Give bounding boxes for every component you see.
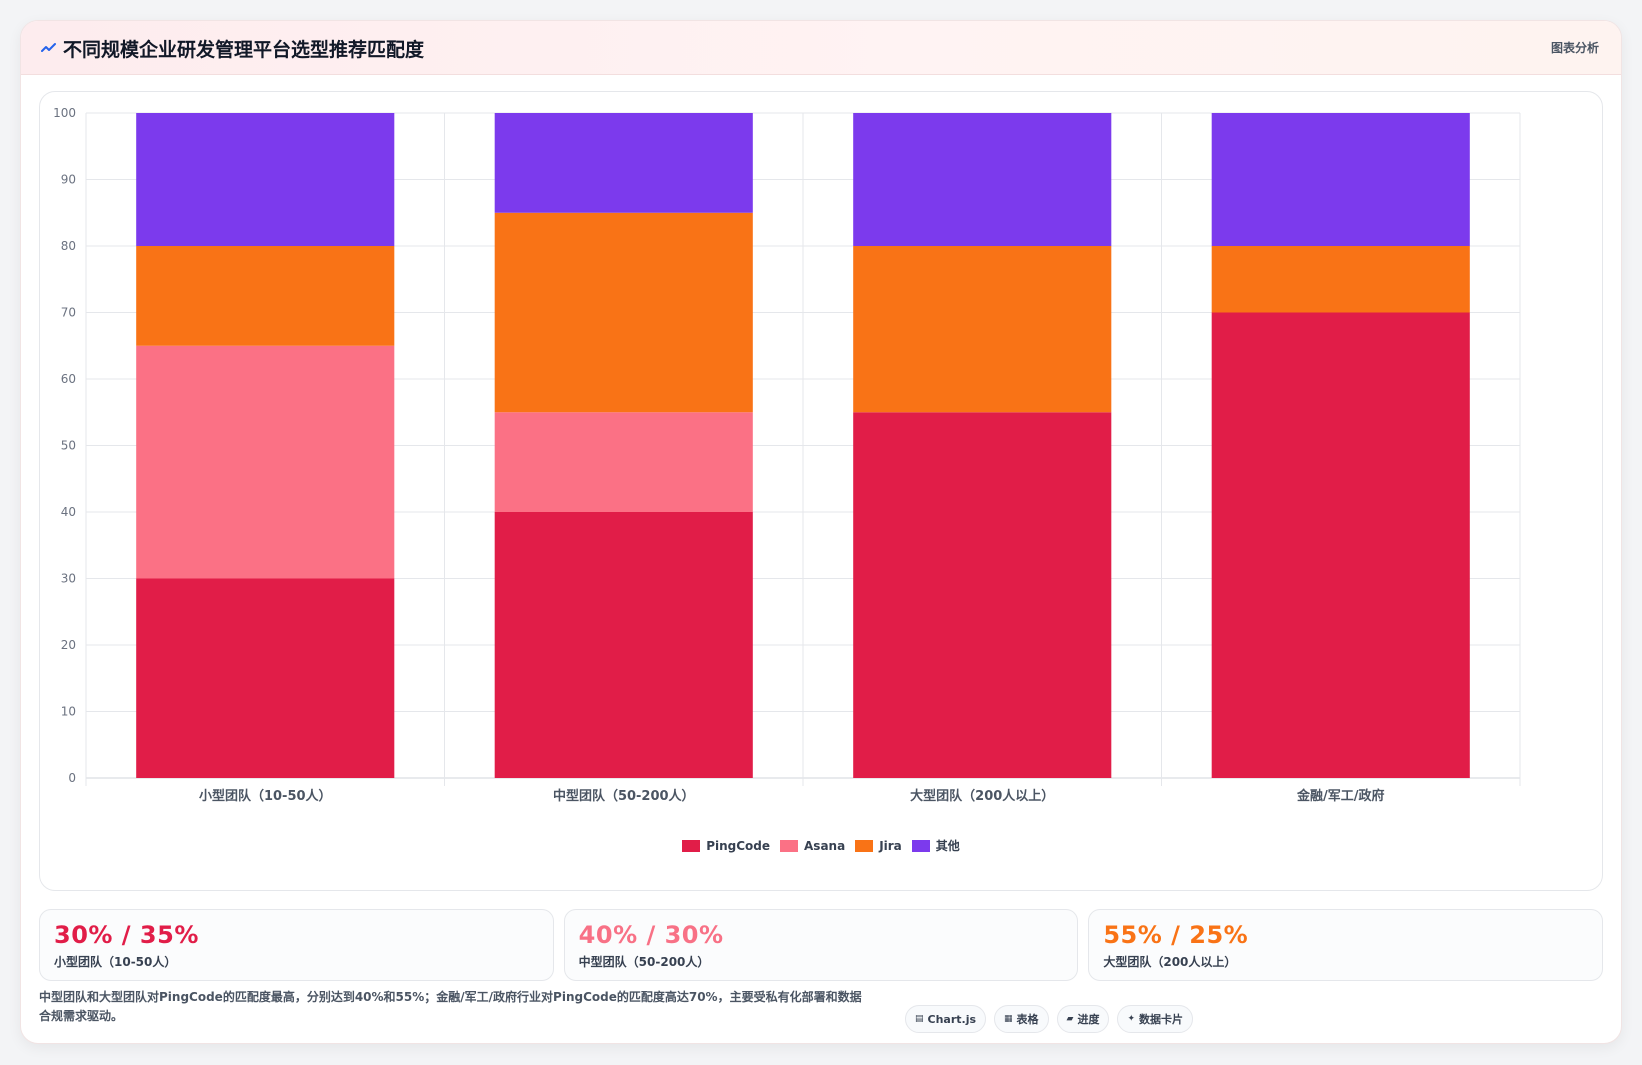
chip-label: 数据卡片 — [1139, 1013, 1184, 1026]
bar-segment — [136, 578, 395, 778]
legend-item[interactable]: PingCode — [682, 837, 770, 854]
bar-segment — [136, 113, 395, 246]
chart-card: 不同规模企业研发管理平台选型推荐匹配度 图表分析 0 10 20 30 40 50 60 70… — [20, 20, 1622, 1044]
y-tick-label: 50 — [61, 439, 76, 453]
chip-label: 进度 — [1077, 1013, 1100, 1026]
legend-label: 其他 — [935, 839, 960, 853]
trend-line-icon — [41, 43, 56, 52]
chip-chartjs[interactable]: ▤ Chart.js — [905, 1005, 987, 1033]
y-tick-label: 40 — [61, 505, 76, 519]
bar-segment — [853, 246, 1112, 413]
x-tick-label: 小型团队（10-50人） — [199, 788, 332, 804]
stat-value: 40% / 30% — [578, 921, 724, 949]
y-tick-label: 60 — [61, 372, 76, 386]
chip-label: Chart.js — [927, 1012, 977, 1026]
legend-swatch — [855, 839, 874, 852]
chip-table[interactable]: ▦ 表格 — [994, 1005, 1049, 1033]
stat-label: 中型团队（50-200人） — [578, 955, 710, 969]
stat-card-large-team: 55% / 25% 大型团队（200人以上） — [1088, 909, 1604, 981]
chart-legend: PingCode Asana Jira 其他 — [40, 837, 1602, 854]
stat-value: 55% / 25% — [1103, 921, 1249, 949]
bar-segment — [1211, 113, 1470, 246]
stat-label: 大型团队（200人以上） — [1103, 955, 1237, 969]
summary-note: 中型团队和大型团队对PingCode的匹配度最高，分别达到40%和55%；金融/… — [39, 990, 862, 1023]
x-tick-label: 金融/军工/政府 — [1296, 788, 1385, 804]
chip-progress[interactable]: ▰ 进度 — [1056, 1005, 1110, 1033]
legend-item[interactable]: Asana — [780, 837, 845, 854]
view-chips: ▤ Chart.js ▦ 表格 ▰ 进度 ✦ 数据卡片 — [905, 1005, 1194, 1033]
bar-segment — [494, 512, 753, 778]
legend-label: PingCode — [706, 838, 771, 853]
y-tick-label: 20 — [61, 638, 76, 652]
y-tick-label: 70 — [61, 306, 76, 320]
chart-analysis-tag: 图表分析 — [1550, 41, 1599, 55]
x-tick-label: 大型团队（200人以上） — [910, 788, 1054, 804]
stat-card-small-team: 30% / 35% 小型团队（10-50人） — [39, 909, 554, 981]
legend-item[interactable]: 其他 — [911, 837, 960, 854]
bar-segment — [136, 246, 395, 346]
chart-icon: ▤ — [915, 1014, 924, 1024]
legend-label: Asana — [804, 838, 846, 853]
stat-value: 30% / 35% — [54, 921, 199, 949]
legend-swatch — [780, 839, 799, 852]
bar-segment — [494, 212, 753, 413]
stacked-bar-chart: 0 10 20 30 40 50 60 70 80 90 100 小型团队（10-50人） 中型团队（5… — [53, 106, 1521, 804]
stat-cards: 30% / 35% 小型团队（10-50人） 40% / 30% 中型团队（50… — [39, 909, 1604, 981]
chart-panel: 0 10 20 30 40 50 60 70 80 90 100 小型团队（10-50人） 中型团队（5… — [39, 91, 1603, 891]
progress-icon: ▰ — [1066, 1014, 1074, 1024]
card-header: 不同规模企业研发管理平台选型推荐匹配度 图表分析 — [21, 21, 1621, 75]
bar-segment — [1211, 312, 1470, 778]
bar-segment — [1211, 246, 1470, 313]
y-tick-label: 100 — [53, 106, 76, 120]
y-tick-label: 10 — [61, 705, 76, 719]
chip-data-card[interactable]: ✦ 数据卡片 — [1117, 1005, 1194, 1033]
x-tick-label: 中型团队（50-200人） — [553, 788, 695, 804]
chart-title: 不同规模企业研发管理平台选型推荐匹配度 — [63, 39, 425, 61]
table-icon: ▦ — [1004, 1014, 1013, 1024]
y-tick-label: 0 — [68, 771, 76, 785]
chip-label: 表格 — [1016, 1013, 1039, 1026]
bar-segment — [494, 113, 753, 213]
bar-segment — [494, 412, 753, 512]
legend-swatch — [682, 839, 701, 852]
bar-segment — [853, 412, 1112, 778]
bar-segment — [136, 345, 395, 579]
y-tick-label: 80 — [61, 239, 76, 253]
data-card-icon: ✦ — [1127, 1014, 1136, 1024]
y-tick-label: 90 — [61, 173, 76, 187]
legend-item[interactable]: Jira — [855, 837, 902, 854]
stat-card-medium-team: 40% / 30% 中型团队（50-200人） — [563, 909, 1079, 981]
y-tick-label: 30 — [61, 572, 76, 586]
stat-label: 小型团队（10-50人） — [54, 955, 177, 969]
legend-label: Jira — [879, 838, 902, 853]
bar-segment — [853, 113, 1112, 246]
legend-swatch — [911, 839, 930, 852]
